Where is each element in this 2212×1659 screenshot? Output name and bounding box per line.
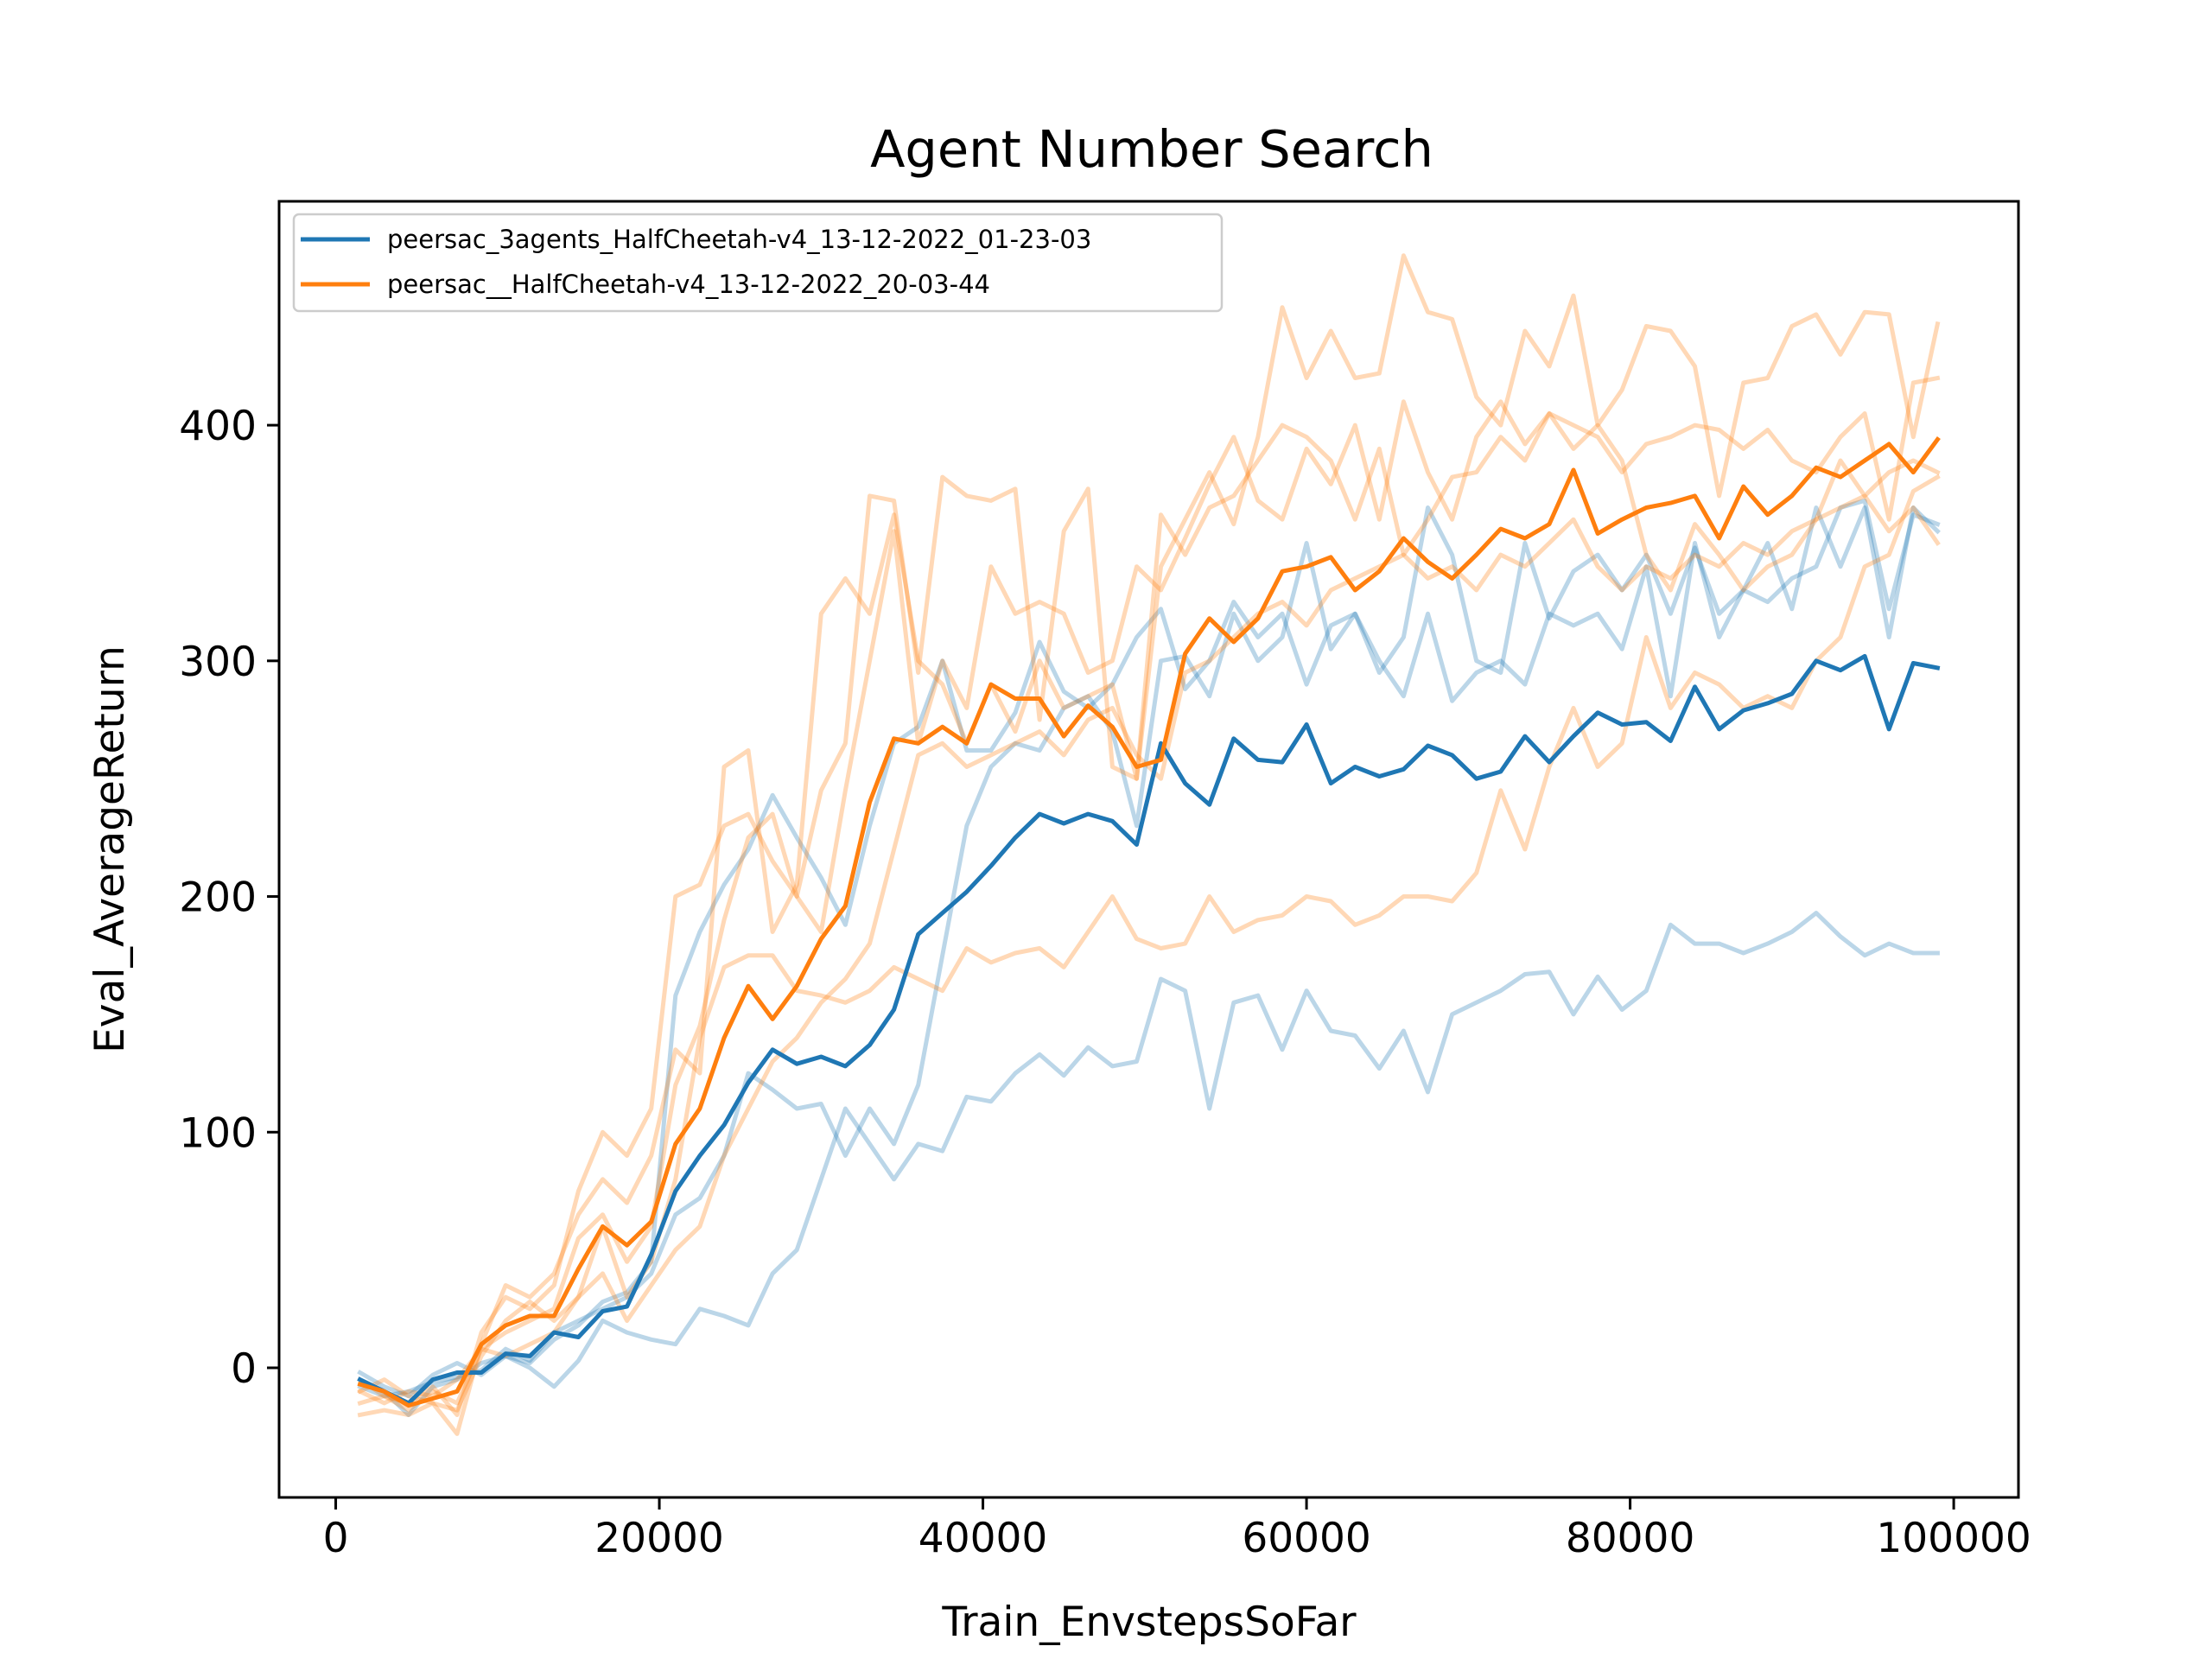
series-peersac-run-line-9 bbox=[357, 493, 1941, 1406]
series-peersac-mean-line bbox=[357, 436, 1941, 1408]
plot-frame bbox=[277, 200, 2020, 1499]
plot-area bbox=[357, 253, 1941, 1436]
legend-box bbox=[292, 213, 1224, 313]
series-3agents-run-line-2 bbox=[357, 505, 1941, 1399]
chart-title: Agent Number Search bbox=[870, 119, 1433, 179]
series-3agents-run-line-1 bbox=[357, 498, 1941, 1399]
y-axis: 0 100 200 300 400 bbox=[179, 403, 279, 1393]
y-tick-label: 300 bbox=[179, 639, 257, 686]
x-tick-label: 0 bbox=[323, 1515, 349, 1562]
series-peersac-run-line-7 bbox=[357, 411, 1941, 1436]
x-axis: 0 20000 40000 60000 80000 100000 bbox=[323, 1497, 2031, 1562]
x-tick-label: 100000 bbox=[1876, 1515, 2031, 1562]
series-3agents-mean-line bbox=[357, 653, 1941, 1406]
y-tick-label: 0 bbox=[231, 1345, 257, 1393]
series-peersac-run-line-6 bbox=[357, 375, 1941, 1413]
x-tick-label: 80000 bbox=[1566, 1515, 1695, 1562]
legend-label-3agents: peersac_3agents_HalfCheetah-v4_13-12-202… bbox=[387, 225, 1091, 254]
x-axis-label: Train_EnvstepsSoFar bbox=[941, 1599, 1357, 1646]
x-tick-label: 20000 bbox=[594, 1515, 724, 1562]
series-3agents-run-line-3 bbox=[357, 911, 1940, 1417]
legend-label-peersac: peersac__HalfCheetah-v4_13-12-2022_20-03… bbox=[387, 270, 990, 299]
y-tick-label: 400 bbox=[179, 403, 257, 450]
legend: peersac_3agents_HalfCheetah-v4_13-12-202… bbox=[292, 213, 1224, 313]
y-tick-label: 100 bbox=[179, 1109, 257, 1157]
y-tick-label: 200 bbox=[179, 874, 257, 922]
series-peersac-run-line-5 bbox=[357, 253, 1941, 1417]
x-tick-label: 40000 bbox=[918, 1515, 1048, 1562]
y-axis-label: Eval_AverageReturn bbox=[86, 645, 134, 1053]
x-tick-label: 60000 bbox=[1242, 1515, 1371, 1562]
series-peersac-run-line-8 bbox=[357, 474, 1941, 1413]
